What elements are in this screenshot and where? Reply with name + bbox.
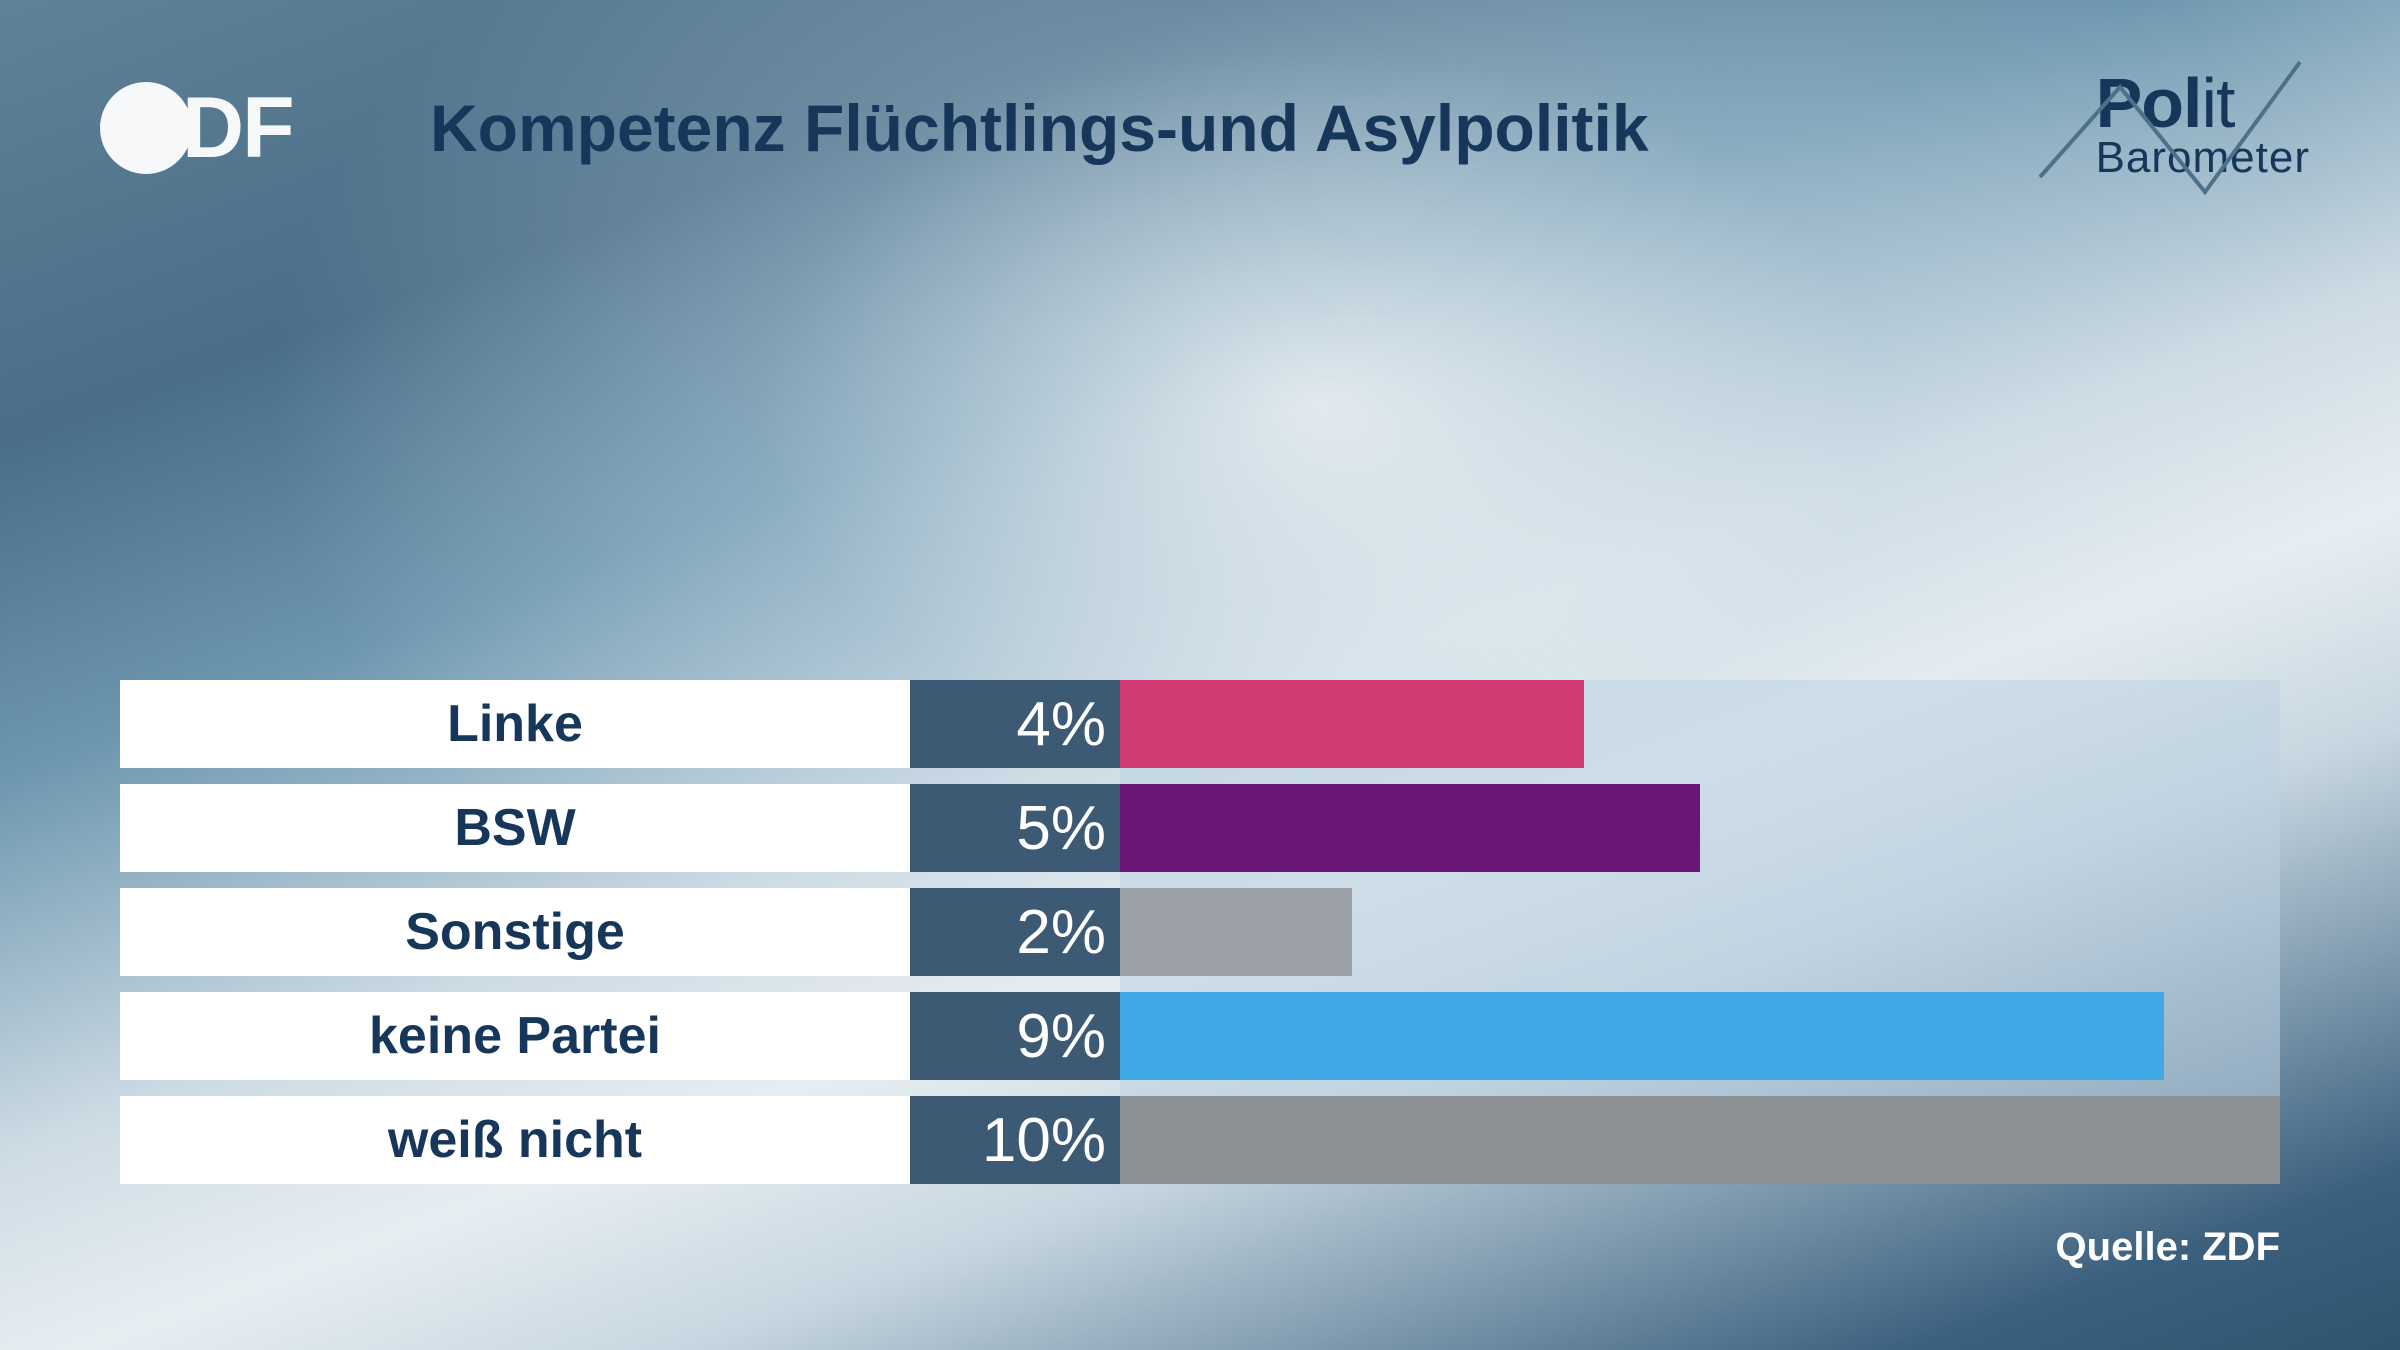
chart-row: Linke4%	[120, 680, 2280, 768]
chart-row: BSW5%	[120, 784, 2280, 872]
bar	[1120, 888, 1352, 976]
row-label: weiß nicht	[120, 1096, 910, 1184]
chart-row: weiß nicht10%	[120, 1096, 2280, 1184]
source-label: Quelle: ZDF	[2056, 1225, 2280, 1270]
row-label: BSW	[120, 784, 910, 872]
bar	[1120, 992, 2164, 1080]
bar-area	[1120, 1096, 2280, 1184]
zigzag-icon	[2000, 42, 2320, 232]
row-value: 9%	[910, 992, 1120, 1080]
bar	[1120, 680, 1584, 768]
row-label: keine Partei	[120, 992, 910, 1080]
row-value: 10%	[910, 1096, 1120, 1184]
zdf-logo-text: DF	[182, 85, 293, 171]
bar-area	[1120, 784, 2280, 872]
row-label: Sonstige	[120, 888, 910, 976]
row-value: 4%	[910, 680, 1120, 768]
bar-area	[1120, 680, 2280, 768]
chart-row: Sonstige2%	[120, 888, 2280, 976]
chart-title: Kompetenz Flüchtlings-und Asylpolitik	[430, 90, 1649, 166]
row-label: Linke	[120, 680, 910, 768]
politbarometer-logo: Polit Barometer	[2096, 70, 2310, 183]
bar	[1120, 1096, 2280, 1184]
row-value: 5%	[910, 784, 1120, 872]
zdf-logo-circle	[100, 82, 192, 174]
row-value: 2%	[910, 888, 1120, 976]
bar-chart: Linke4%BSW5%Sonstige2%keine Partei9%weiß…	[120, 680, 2280, 1200]
chart-row: keine Partei9%	[120, 992, 2280, 1080]
bar-area	[1120, 888, 2280, 976]
bar-area	[1120, 992, 2280, 1080]
zdf-logo: DF	[100, 82, 293, 174]
bar	[1120, 784, 1700, 872]
